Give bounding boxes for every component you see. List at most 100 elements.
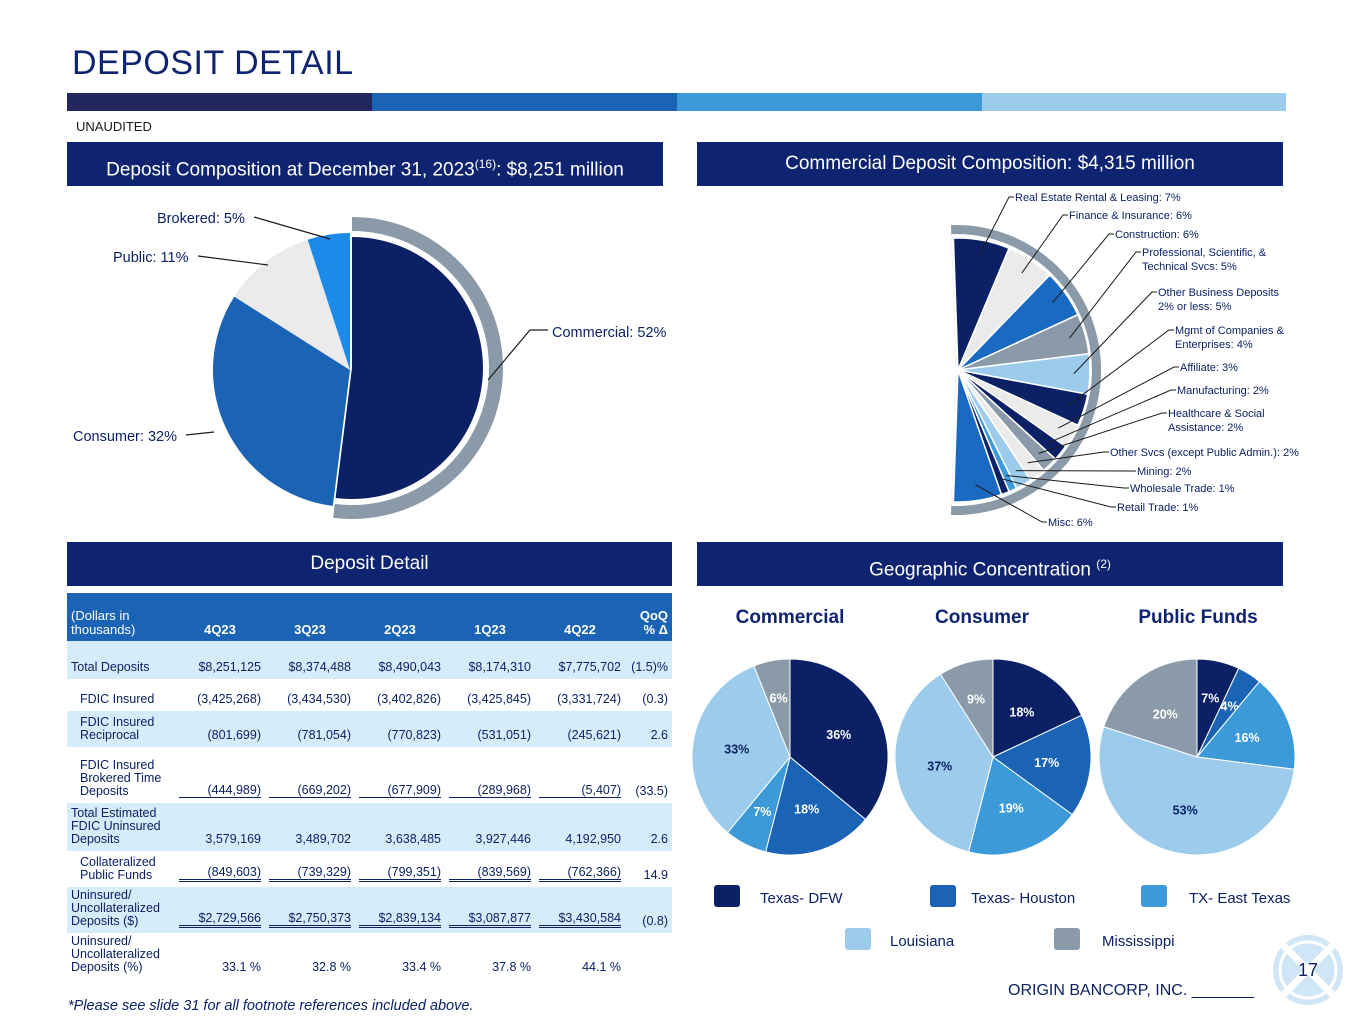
- leader-line: [1069, 251, 1141, 339]
- commercial-composition-title: Commercial Deposit Composition: $4,315 m…: [785, 153, 1195, 174]
- change-cell: 14.9: [643, 868, 668, 882]
- geo-slice-label: 37%: [927, 759, 952, 773]
- geo-slice-label: 20%: [1153, 707, 1178, 721]
- page-number: 17: [1298, 960, 1319, 980]
- composition-total: : $8,251 million: [496, 159, 624, 181]
- header-stripe-4: [982, 93, 1286, 111]
- geo-slice-label: 53%: [1173, 804, 1198, 818]
- table-cell: $2,839,134: [355, 887, 445, 933]
- geo-slice: [968, 756, 1073, 856]
- leader-line: [999, 477, 1116, 508]
- table-cell-value: (289,968): [449, 783, 531, 798]
- row-label: Total Estimated FDIC Uninsured Deposits: [67, 803, 175, 851]
- row-label: Uninsured/ Uncollateralized Deposits ($): [67, 887, 175, 933]
- industry-label: Other Svcs (except Public Admin.): 2%: [1110, 447, 1299, 459]
- table-cell: $8,174,310: [445, 641, 535, 679]
- table-header-label: (Dollars in thousands): [67, 593, 175, 641]
- column-header: 4Q23: [175, 593, 265, 641]
- row-label: Total Deposits: [67, 641, 175, 679]
- leader-line: [1027, 451, 1109, 464]
- change-header: QoQ% Δ: [625, 593, 672, 641]
- table-row: Collateralized Public Funds (849,603) (739…: [67, 851, 672, 887]
- table-cell-value: $2,750,373: [269, 911, 351, 928]
- deposit-composition-pie: Commercial: 52% Consumer: 32% Public: 11% B…: [73, 211, 667, 519]
- slice-label: Brokered: 5%: [157, 211, 245, 227]
- table-cell-value: (762,366): [539, 865, 621, 882]
- table-cell: $7,775,702: [535, 641, 625, 679]
- legend-swatch-houston: [930, 885, 956, 907]
- geo-slice-label: 36%: [826, 728, 851, 742]
- geo-slice-label: 18%: [794, 802, 819, 816]
- header-stripe-2: [372, 93, 677, 111]
- geo-consumer-pie: 18% 17% 19% 37% 9%: [894, 658, 1092, 856]
- change-cell: (0.8): [625, 887, 672, 933]
- geo-title: Geographic Concentration: [869, 559, 1091, 581]
- change-cell: 2.6: [625, 803, 672, 851]
- pie-slice-commercial: [335, 237, 483, 499]
- legend-label-mississippi: Mississippi: [1102, 933, 1175, 950]
- geo-commercial-title: Commercial: [735, 607, 845, 628]
- pie-slice-consumer: [213, 296, 350, 506]
- table-cell: 44.1 %: [582, 960, 621, 974]
- geo-slice-label: 17%: [1034, 756, 1059, 770]
- geo-slice-label: 7%: [753, 805, 771, 819]
- table-cell-value: (5,407): [539, 783, 621, 798]
- geo-slice: [1103, 658, 1198, 758]
- composition-title: Deposit Composition at December 31, 2023: [106, 159, 475, 181]
- table-cell: (677,909): [355, 747, 445, 803]
- industry-label: Real Estate Rental & Leasing: 7%: [1015, 192, 1181, 204]
- leader-line: [1021, 214, 1068, 274]
- table-cell: (5,407): [535, 747, 625, 803]
- table-cell: (245,621): [535, 711, 625, 747]
- change-cell: (1.5)%: [625, 641, 672, 679]
- table-cell: (444,989): [175, 747, 265, 803]
- geo-commercial-pie: 36% 18% 7% 33% 6%: [691, 658, 889, 856]
- table-cell: (770,823): [355, 711, 445, 747]
- commercial-industry-slice: [952, 369, 1003, 503]
- geo-slice: [939, 658, 994, 759]
- geo-slice: [1098, 726, 1295, 856]
- table-row: Total Deposits $8,251,125 $8,374,488 $8,490…: [67, 641, 672, 679]
- industry-label: Healthcare & Social Assistance: 2%: [1168, 408, 1265, 434]
- commercial-composition-pie: Real Estate Rental & Leasing: 7% Finance …: [950, 192, 1299, 529]
- leader-line: [1048, 389, 1176, 444]
- table-cell: $8,490,043: [355, 641, 445, 679]
- legend-swatch-east-texas: [1141, 885, 1167, 907]
- geo-slice-label: 9%: [967, 693, 985, 707]
- table-cell: $2,729,566: [175, 887, 265, 933]
- table-cell: (849,603): [175, 851, 265, 887]
- leader-line: [1073, 291, 1157, 374]
- table-cell: (531,051): [445, 711, 535, 747]
- leader-line: [1006, 475, 1129, 489]
- commercial-composition-header: Commercial Deposit Composition: $4,315 m…: [697, 142, 1283, 186]
- legend-label-dfw: Texas- DFW: [760, 890, 843, 907]
- legend-swatch-mississippi: [1054, 928, 1080, 950]
- geo-slice-label: 16%: [1235, 731, 1260, 745]
- deposit-detail-header: Deposit Detail: [67, 542, 672, 586]
- leader-line: [1052, 233, 1114, 304]
- table-cell: (669,202): [265, 747, 355, 803]
- unaudited-label: UNAUDITED: [76, 119, 152, 134]
- pie-slice-brokered: [307, 233, 350, 370]
- table-cell-value: (677,909): [359, 783, 441, 798]
- table-cell: 3,579,169: [175, 803, 265, 851]
- table-cell: (3,425,845): [467, 692, 531, 706]
- industry-label: Retail Trade: 1%: [1117, 502, 1199, 514]
- industry-label: Mgmt of Companies & Enterprises: 4%: [1175, 325, 1284, 351]
- table-row: FDIC Insured Brokered Time Deposits (444,…: [67, 747, 672, 803]
- table-row: FDIC Insured (3,425,268) (3,434,530) (3,402…: [67, 679, 672, 711]
- industry-label: Construction: 6%: [1115, 229, 1199, 241]
- legend-label-east-texas: TX- East Texas: [1189, 890, 1291, 907]
- table-row: FDIC Insured Reciprocal (801,699) (781,054…: [67, 711, 672, 747]
- deposit-detail-table: (Dollars in thousands) 4Q23 3Q23 2Q23 1Q2…: [67, 593, 672, 979]
- table-cell: (839,569): [445, 851, 535, 887]
- change-cell: 2.6: [625, 711, 672, 747]
- geo-footnote-ref: (2): [1096, 557, 1111, 571]
- table-cell: (781,054): [265, 711, 355, 747]
- table-cell: (3,434,530): [287, 692, 351, 706]
- legend-swatch-dfw: [714, 885, 740, 907]
- geo-slice-label: 19%: [999, 802, 1024, 816]
- slice-label: Commercial: 52%: [552, 325, 667, 341]
- leader-line: [1068, 329, 1174, 406]
- leader-line: [975, 484, 1047, 523]
